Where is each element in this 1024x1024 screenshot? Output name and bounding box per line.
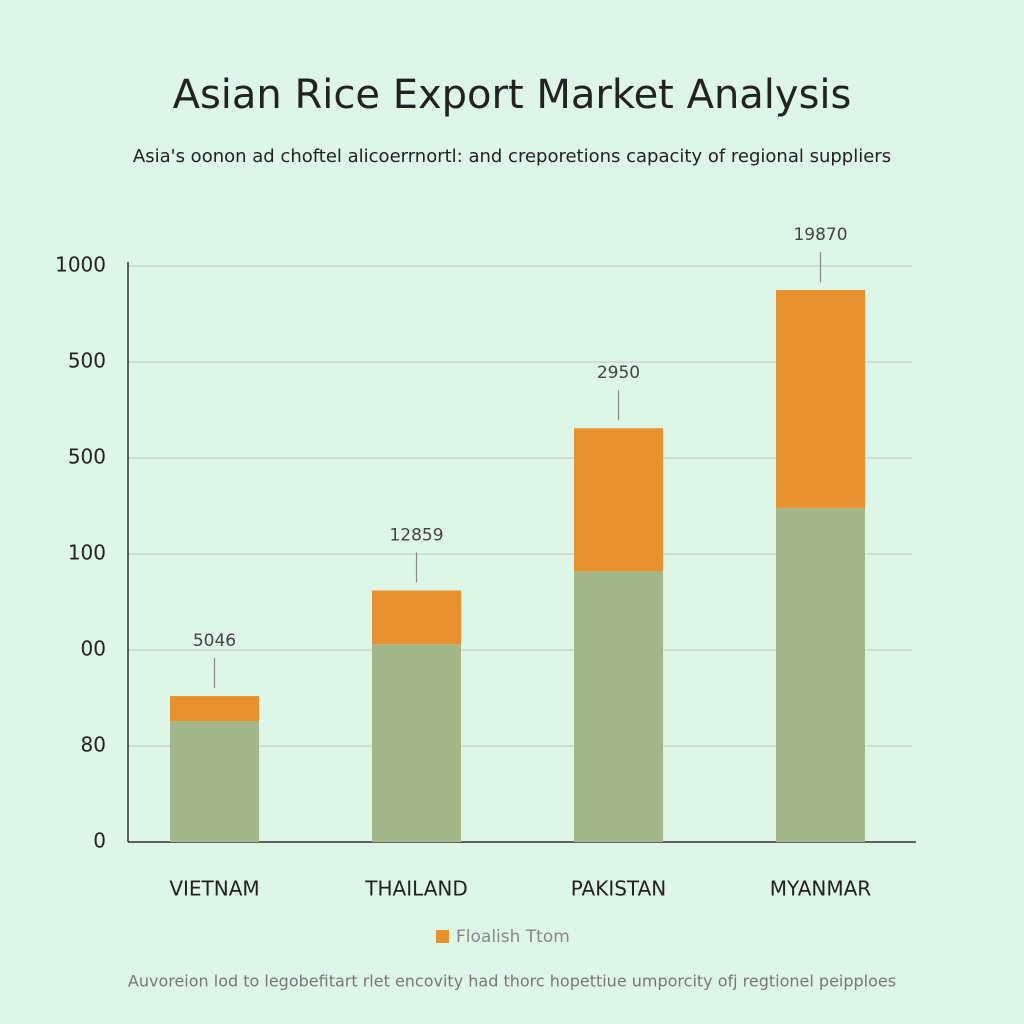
bar-segment	[372, 644, 461, 842]
legend-swatch	[436, 930, 449, 943]
x-tick-label: MYANMAR	[770, 877, 872, 901]
x-tick-label: THAILAND	[364, 877, 467, 901]
footnote: Auvoreion lod to legobefitart rlet encov…	[128, 972, 896, 991]
y-tick-label: 500	[68, 349, 106, 373]
bar-segment	[574, 428, 663, 572]
bar-segment	[170, 696, 259, 722]
y-tick-label: 100	[68, 541, 106, 565]
annotation: 19870	[793, 225, 847, 245]
chart-title: Asian Rice Export Market Analysis	[173, 72, 852, 118]
bar-segment	[372, 590, 461, 645]
chart-subtitle: Asia's oonon ad choftel alicoerrnortl: a…	[133, 146, 891, 167]
y-tick-label: 500	[68, 445, 106, 469]
y-tick-label: 1000	[55, 253, 106, 277]
y-tick-label: 0	[93, 829, 106, 853]
y-tick-label: 00	[81, 637, 106, 661]
bar-segment	[776, 290, 865, 508]
y-tick-label: 80	[81, 733, 106, 757]
x-tick-label: VIETNAM	[169, 877, 259, 901]
bar-segment	[170, 721, 259, 842]
annotation: 2950	[597, 363, 640, 383]
annotation: 12859	[389, 525, 443, 545]
bar-segment	[574, 571, 663, 842]
annotation: 5046	[193, 631, 236, 651]
bar-segment	[776, 507, 865, 842]
x-tick-label: PAKISTAN	[571, 877, 666, 901]
legend-label: Floalish Ttom	[456, 927, 570, 947]
